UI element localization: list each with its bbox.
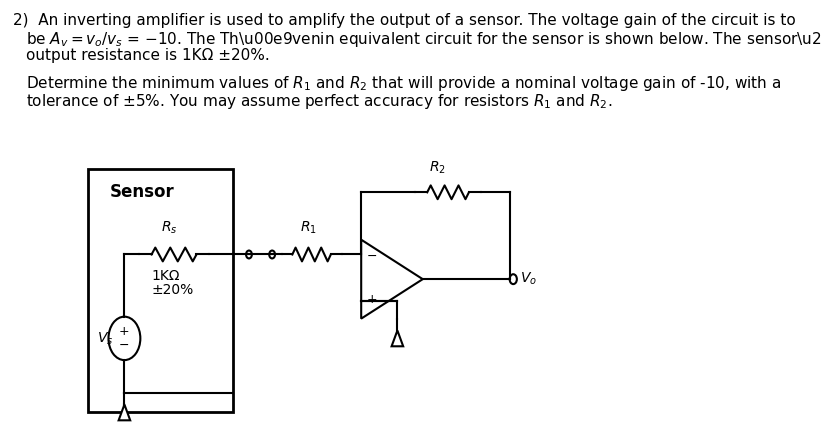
Polygon shape bbox=[118, 405, 130, 420]
Text: output resistance is 1KΩ ±20%.: output resistance is 1KΩ ±20%. bbox=[26, 48, 270, 63]
Text: −: − bbox=[119, 339, 130, 352]
Bar bbox=[88, 169, 233, 412]
Circle shape bbox=[270, 251, 275, 258]
Text: 1KΩ: 1KΩ bbox=[151, 269, 180, 283]
Text: $R_s$: $R_s$ bbox=[160, 219, 177, 236]
Text: $V_s$: $V_s$ bbox=[97, 330, 113, 347]
Polygon shape bbox=[391, 331, 403, 346]
Text: $R_1$: $R_1$ bbox=[300, 219, 316, 236]
Text: Sensor: Sensor bbox=[110, 184, 175, 201]
Text: −: − bbox=[367, 250, 377, 263]
Text: +: + bbox=[119, 325, 130, 338]
Text: tolerance of $\pm$5%. You may assume perfect accuracy for resistors $R_1$ and $R: tolerance of $\pm$5%. You may assume per… bbox=[26, 92, 612, 111]
Text: 2)  An inverting amplifier is used to amplify the output of a sensor. The voltag: 2) An inverting amplifier is used to amp… bbox=[13, 12, 796, 28]
Text: ±20%: ±20% bbox=[151, 283, 193, 297]
Circle shape bbox=[246, 251, 252, 258]
Text: be $A_v = v_o/v_s$ = $-$10. The Th\u00e9venin equivalent circuit for the sensor : be $A_v = v_o/v_s$ = $-$10. The Th\u00e9… bbox=[26, 31, 822, 49]
Circle shape bbox=[510, 274, 517, 284]
Text: $R_2$: $R_2$ bbox=[429, 159, 446, 175]
Text: $V_o$: $V_o$ bbox=[520, 271, 538, 287]
Text: Determine the minimum values of $R_1$ and $R_2$ that will provide a nominal volt: Determine the minimum values of $R_1$ an… bbox=[26, 74, 781, 93]
Text: +: + bbox=[367, 293, 377, 307]
